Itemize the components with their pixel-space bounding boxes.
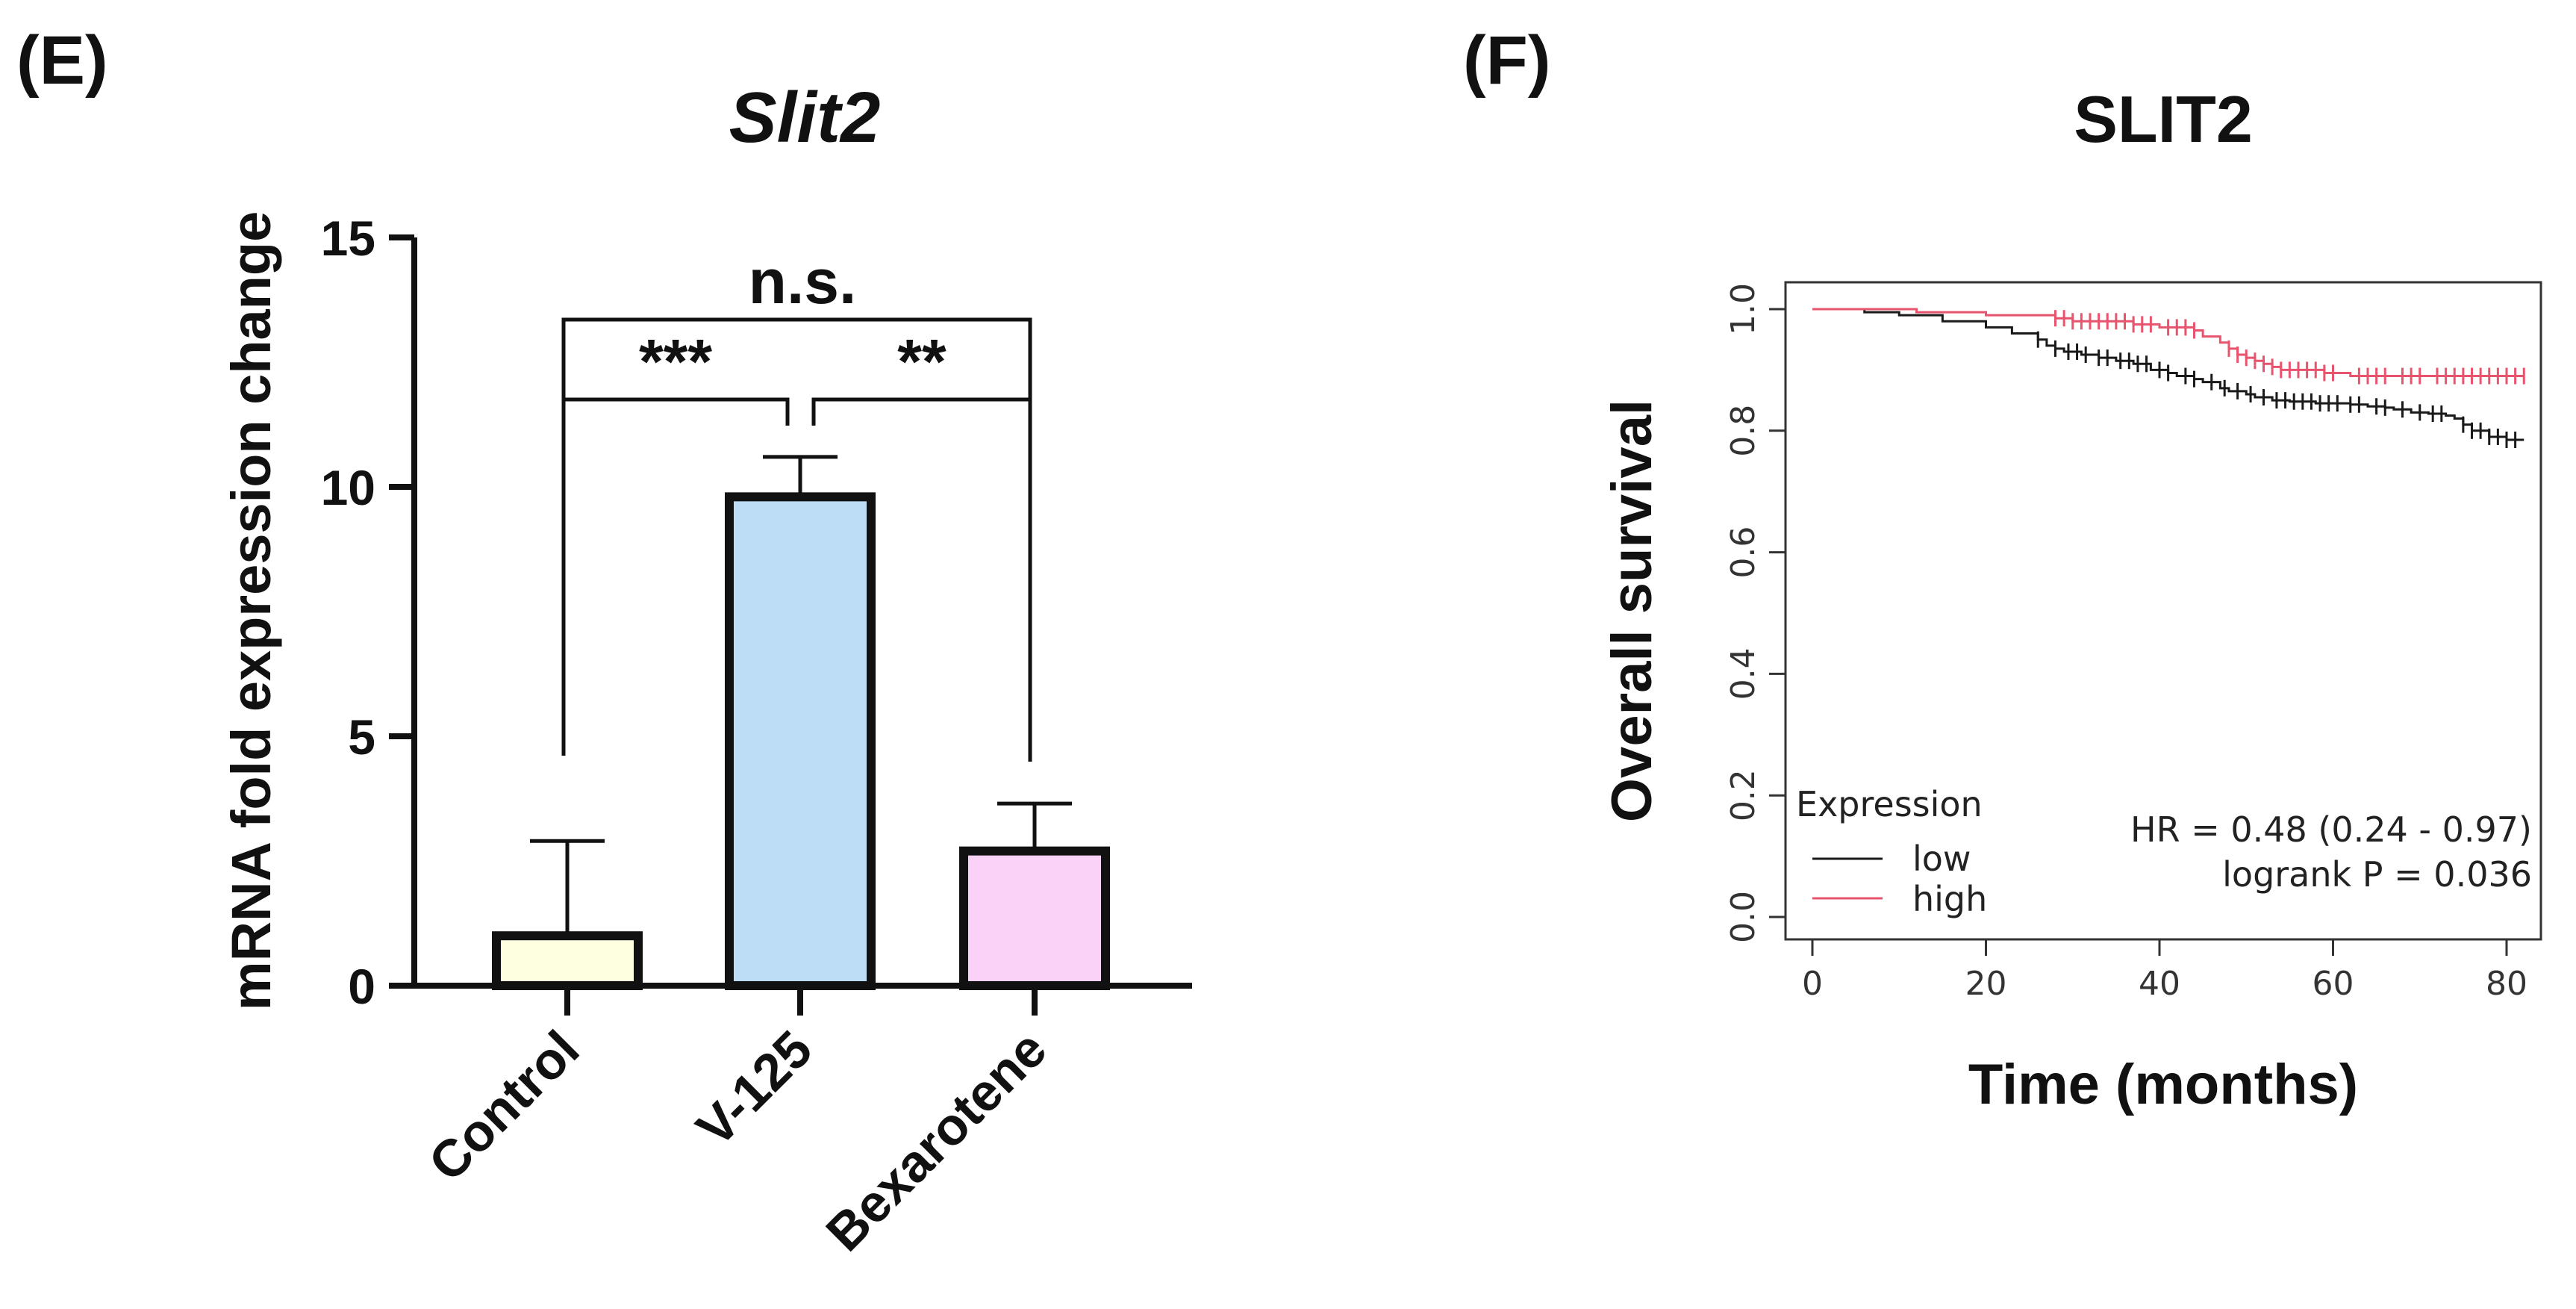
bar-v-125	[725, 492, 876, 990]
y-tick-label: 0	[348, 959, 375, 1014]
x-category-label: Bexarotene	[815, 1019, 1058, 1262]
bar-chart-y-axis-label: mRNA fold expression change	[220, 211, 282, 1010]
km-x-axis-label: Time (months)	[1968, 1053, 2358, 1116]
x-tick-label: 20	[1965, 965, 2007, 1003]
survival-curve-low	[1812, 308, 2524, 441]
km-legend: Expression low high	[1796, 784, 1987, 919]
bar-bexarotene	[959, 846, 1110, 991]
km-plot-frame	[1784, 281, 2542, 941]
significance-label: **	[897, 326, 946, 397]
x-category-label: Control	[418, 1019, 590, 1192]
y-tick-label: 0.2	[1724, 769, 1762, 821]
panel-f-survival-plot: SLIT2 Overall survival Time (months) 0 20…	[1600, 82, 2542, 1116]
y-tick-label: 15	[321, 211, 375, 266]
y-tick-label: 0.6	[1724, 526, 1762, 579]
bar-chart-title: Slit2	[729, 78, 881, 158]
significance-bracket	[811, 397, 1032, 762]
y-tick-label: 10	[321, 460, 375, 515]
x-tick-label: 80	[2486, 965, 2527, 1003]
logrank-annotation: logrank P = 0.036	[2222, 854, 2532, 895]
hazard-ratio-annotation: HR = 0.48 (0.24 - 0.97)	[2130, 809, 2532, 850]
y-tick-label: 0.0	[1724, 891, 1762, 943]
x-category-label: V-125	[685, 1019, 823, 1157]
km-y-axis-label: Overall survival	[1600, 399, 1664, 822]
significance-label: n.s.	[749, 246, 857, 317]
y-tick-label: 0.8	[1724, 405, 1762, 457]
panel-f-label: (F)	[1463, 22, 1550, 99]
km-title: SLIT2	[2074, 82, 2253, 156]
significance-bracket	[561, 397, 790, 754]
y-tick-label: 0.4	[1724, 647, 1762, 700]
legend-high-label: high	[1912, 879, 1987, 919]
x-tick-label: 60	[2313, 965, 2354, 1003]
significance-label: ***	[639, 326, 712, 397]
bar-control	[492, 931, 643, 990]
y-tick-label: 5	[348, 709, 375, 765]
y-tick-label: 1.0	[1724, 283, 1762, 335]
panel-e-label: (E)	[16, 22, 108, 99]
legend-low-label: low	[1912, 839, 1971, 879]
legend-title: Expression	[1796, 784, 1983, 824]
x-tick-label: 0	[1802, 965, 1823, 1003]
panel-e-bar-chart: Slit2 mRNA fold expression change 0 5 10 15…	[220, 78, 1192, 1262]
x-tick-label: 40	[2139, 965, 2180, 1003]
